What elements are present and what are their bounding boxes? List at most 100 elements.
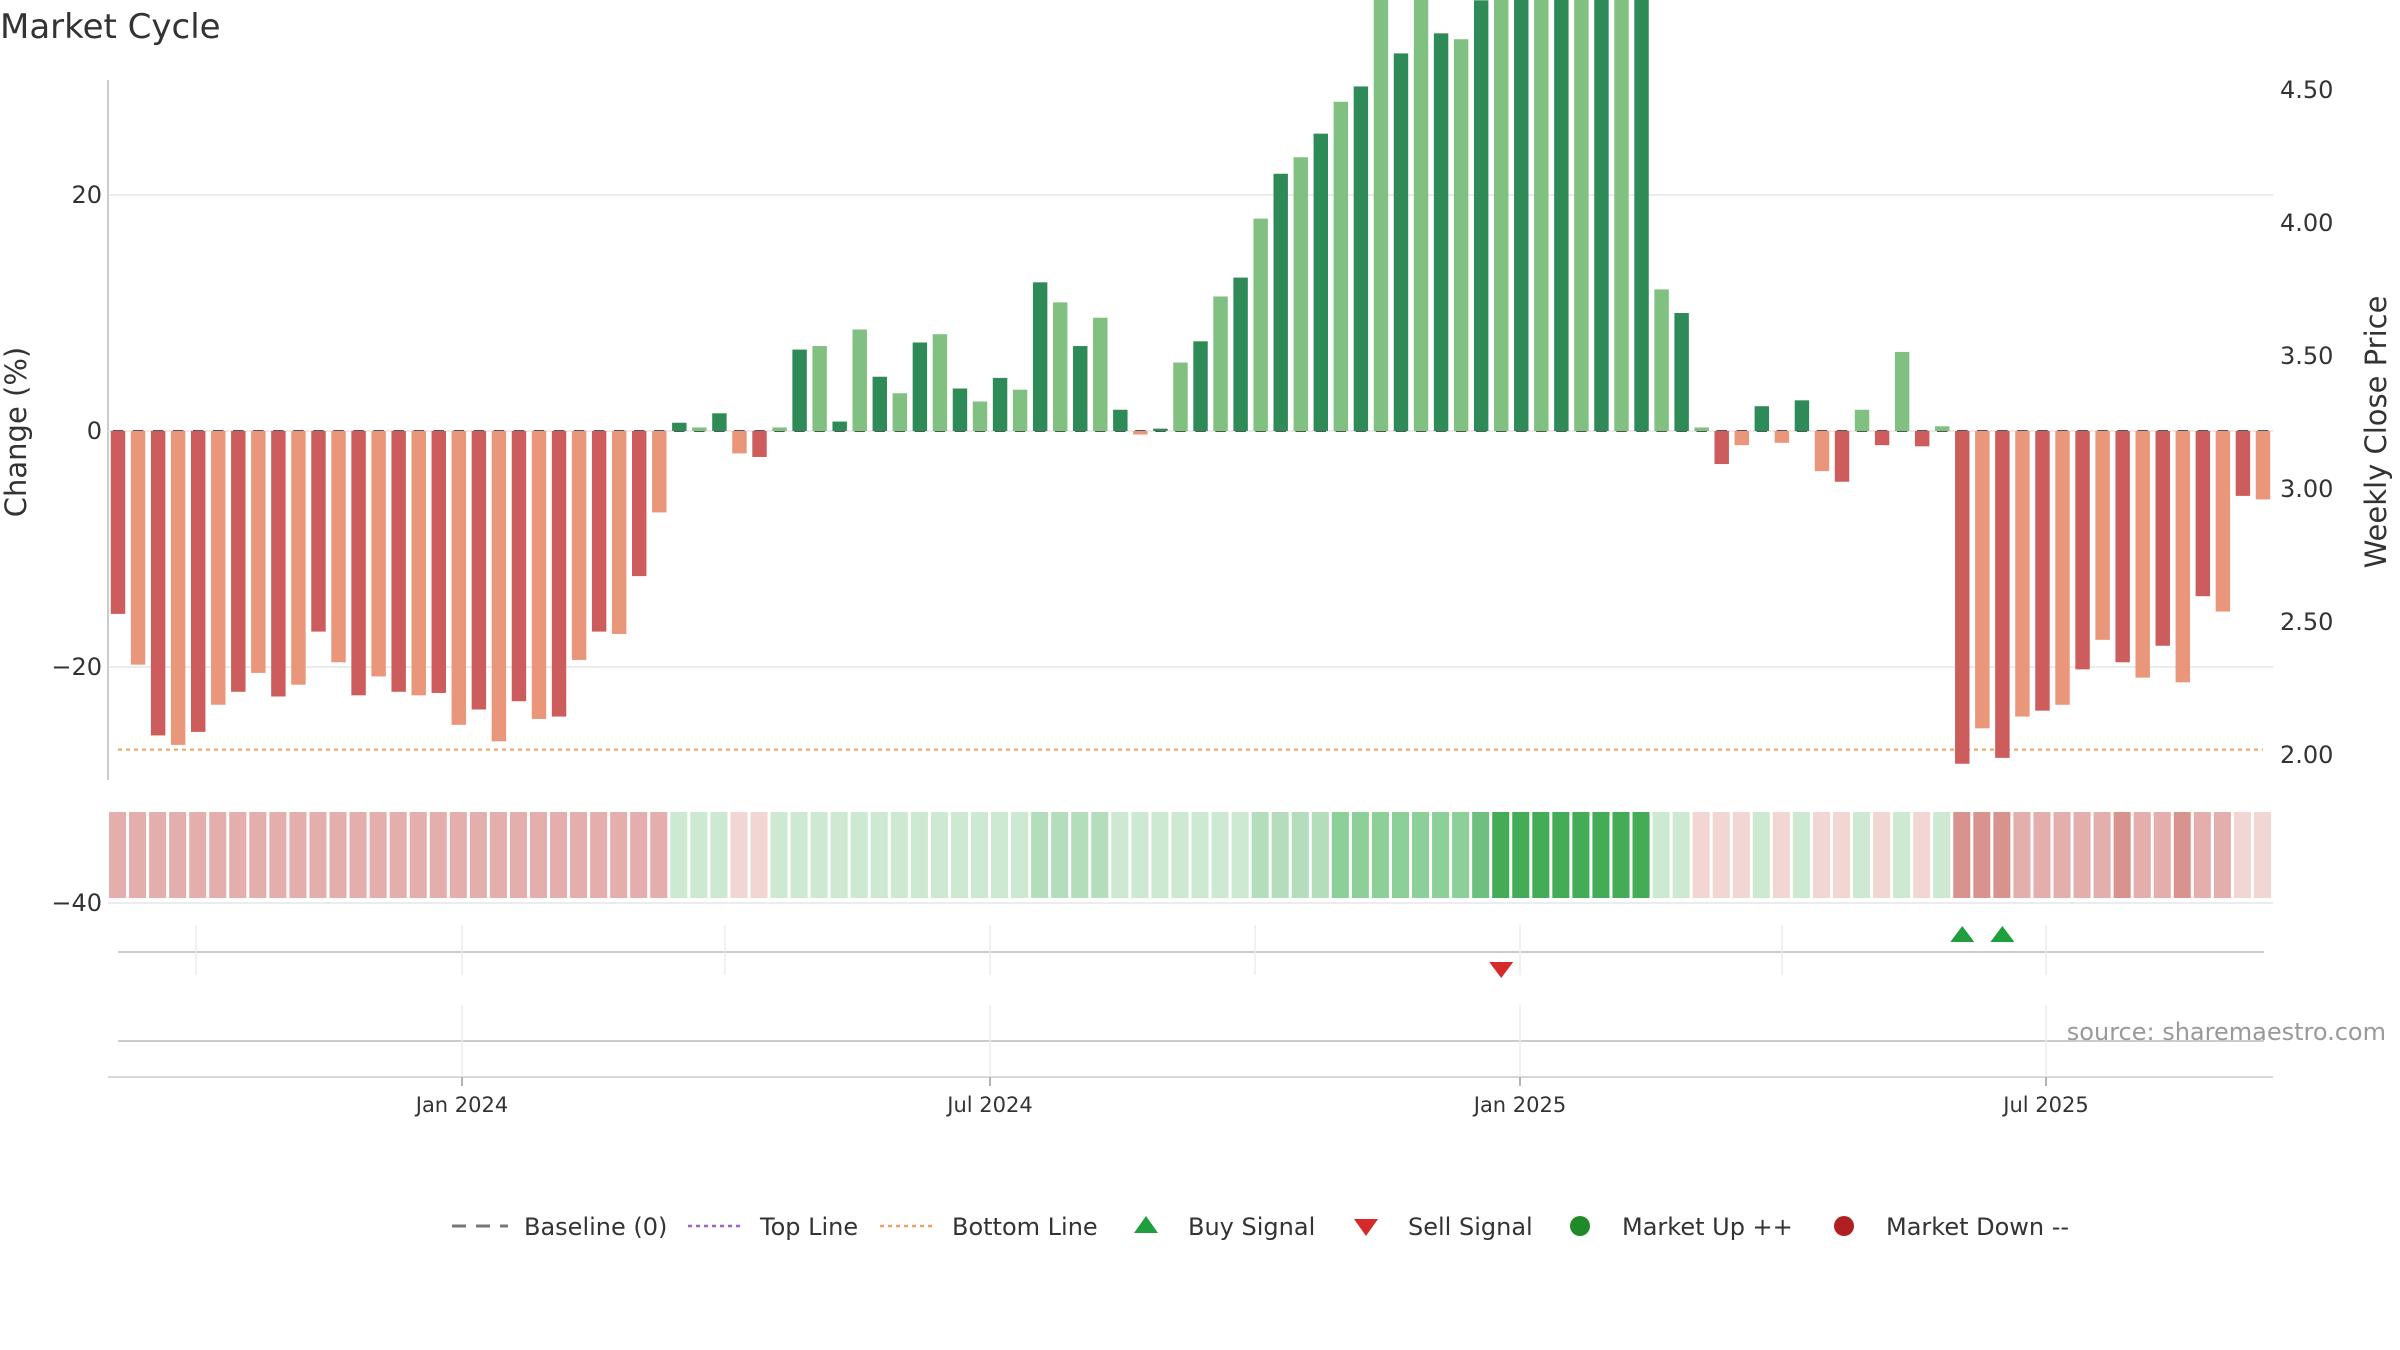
cycle-shade-cell xyxy=(850,812,868,898)
legend-label: Market Up ++ xyxy=(1622,1213,1793,1241)
cycle-shade-cell xyxy=(209,812,227,898)
y-tick-label: 0 xyxy=(87,417,102,445)
change-bar xyxy=(1173,362,1188,431)
legend-item: Buy Signal xyxy=(1134,1213,1315,1241)
cycle-shade-cell xyxy=(1151,812,1169,898)
cycle-shade-cell xyxy=(1351,812,1369,898)
change-bar xyxy=(391,431,406,692)
change-bar xyxy=(732,431,747,454)
cycle-shade-cell xyxy=(630,812,648,898)
y2-tick-label: 3.50 xyxy=(2280,342,2333,370)
y2-tick-label: 2.50 xyxy=(2280,608,2333,636)
change-bar xyxy=(1333,101,1349,431)
change-bar xyxy=(1894,351,1910,431)
cycle-shade-cell xyxy=(1792,812,1810,898)
change-bar xyxy=(1453,39,1469,432)
chart-title: Market Cycle xyxy=(0,7,221,47)
change-bar xyxy=(1574,0,1589,431)
cycle-shade-cell xyxy=(2213,812,2231,898)
cycle-shade-cell xyxy=(1732,812,1750,898)
cycle-shade-cell xyxy=(1532,812,1550,898)
cycle-shade-cell xyxy=(169,812,187,898)
cycle-shade-cell xyxy=(1311,812,1329,898)
change-bar xyxy=(692,427,707,431)
change-bar xyxy=(992,377,1008,431)
change-bar xyxy=(852,329,867,431)
x-tick-label: Jul 2024 xyxy=(945,1093,1032,1117)
cycle-shade-cell xyxy=(509,812,527,898)
change-bar xyxy=(251,431,266,673)
legend-item: Market Up ++ xyxy=(1570,1213,1793,1241)
cycle-shade-cell xyxy=(2193,812,2211,898)
cycle-shade-cell xyxy=(349,812,367,898)
change-bar xyxy=(1955,431,1970,764)
cycle-shade-cell xyxy=(1111,812,1129,898)
change-bar xyxy=(1093,317,1108,431)
change-bar xyxy=(431,431,446,693)
change-bar xyxy=(491,431,507,742)
change-bar xyxy=(1052,302,1068,431)
legend-item: Top Line xyxy=(688,1213,858,1241)
cycle-shade-cell xyxy=(1271,812,1289,898)
change-bar xyxy=(1854,409,1870,431)
cycle-shade-cell xyxy=(1612,812,1630,898)
cycle-shade-cell xyxy=(930,812,948,898)
change-bar xyxy=(411,431,426,696)
cycle-shade-cell xyxy=(1371,812,1389,898)
y2-axis-ticks: 2.00 2.50 3.00 3.50 4.00 4.50 xyxy=(2280,76,2333,769)
cycle-shade-cell xyxy=(1913,812,1931,898)
legend: Baseline (0) Top Line Bottom Line Buy Signa… xyxy=(452,1213,2069,1241)
cycle-shade-cell xyxy=(2133,812,2151,898)
cycle-shade-cell xyxy=(309,812,327,898)
cycle-shade-cell xyxy=(1331,812,1349,898)
cycle-shade-cell xyxy=(129,812,147,898)
change-bar xyxy=(211,431,226,705)
change-bar xyxy=(1494,0,1509,432)
change-bar xyxy=(2175,431,2191,683)
cycle-shade-cell xyxy=(269,812,287,898)
change-bar xyxy=(2035,431,2050,711)
cycle-shade-cell xyxy=(1552,812,1570,898)
change-bar xyxy=(1794,400,1810,431)
y2-tick-label: 4.00 xyxy=(2280,209,2333,237)
cycle-shade-cell xyxy=(529,812,548,898)
change-bar xyxy=(632,431,647,577)
reference-lines xyxy=(118,748,2263,751)
cycle-shade-cell xyxy=(2113,812,2131,898)
change-bar xyxy=(1554,0,1569,431)
cycle-shade-cell xyxy=(1572,812,1590,898)
y2-tick-label: 4.50 xyxy=(2280,76,2333,104)
change-bar xyxy=(1253,218,1268,431)
cycle-shade-cell xyxy=(1772,812,1790,898)
sell-signal-marker xyxy=(1489,962,1514,978)
change-bar xyxy=(2075,431,2090,670)
cycle-shade-cell xyxy=(489,812,507,898)
change-bar xyxy=(150,431,166,736)
cycle-shade-cell xyxy=(1131,812,1149,898)
change-bar xyxy=(1975,431,1990,729)
x-tick-label: Jan 2025 xyxy=(1472,1093,1567,1117)
change-bar xyxy=(2235,431,2251,496)
cycle-shade-cell xyxy=(730,812,748,898)
legend-item: Market Down -- xyxy=(1834,1213,2069,1241)
legend-swatch xyxy=(1134,1216,1158,1233)
cycle-shade-cell xyxy=(1432,812,1450,898)
change-bar xyxy=(1995,431,2010,758)
change-bar xyxy=(2215,431,2231,612)
cycle-shade-cell xyxy=(610,812,628,898)
change-bar xyxy=(130,431,146,665)
cycle-shade-cell xyxy=(2153,812,2171,898)
legend-swatch xyxy=(1354,1219,1378,1236)
change-bar xyxy=(1313,133,1329,431)
change-bar xyxy=(712,413,727,431)
change-bar xyxy=(1714,431,1729,465)
change-bar xyxy=(1153,428,1168,431)
cycle-shade-cell xyxy=(1592,812,1610,898)
cycle-shade-cell xyxy=(1231,812,1249,898)
legend-item: Bottom Line xyxy=(880,1213,1098,1241)
cycle-shade-cell xyxy=(289,812,307,898)
cycle-shade-cell xyxy=(1672,812,1690,898)
change-bar xyxy=(2115,431,2130,663)
cycle-shade-cell xyxy=(1993,812,2011,898)
